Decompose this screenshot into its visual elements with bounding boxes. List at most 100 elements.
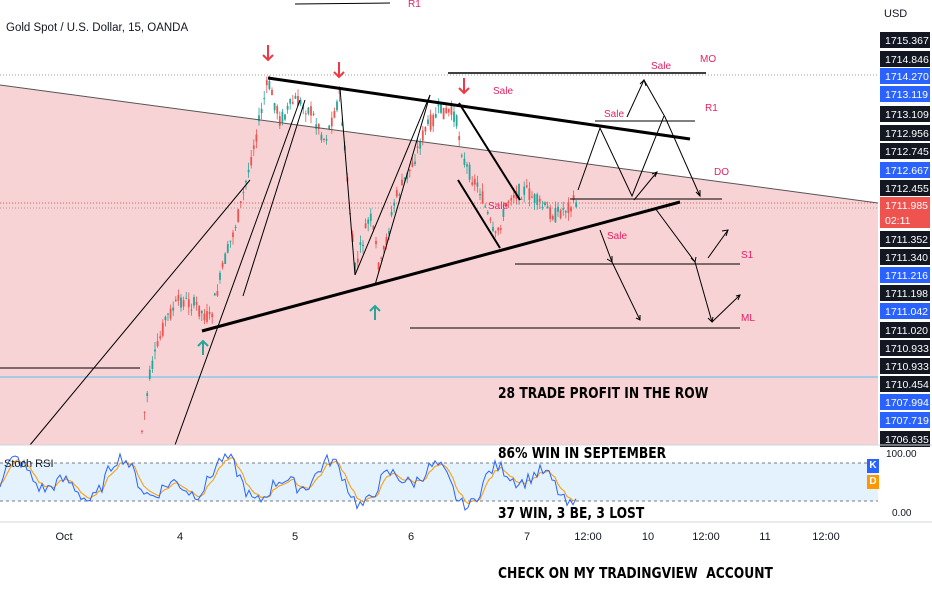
candle-body — [440, 102, 442, 113]
price-tag — [880, 376, 930, 392]
price-tag-label: 1710.454 — [885, 379, 929, 391]
candle-body — [260, 108, 263, 113]
price-tag-label: 1711.198 — [885, 288, 928, 300]
candle-body — [421, 130, 424, 141]
time-label: 7 — [524, 531, 530, 543]
price-tag-label: 1714.846 — [885, 54, 929, 66]
chart-canvas[interactable]: R1 MO R1 DO S1 ML Sale Sale Sale Sale Sale 1715.36… — [0, 0, 932, 550]
candle-body — [265, 80, 268, 86]
price-tag — [880, 106, 930, 122]
candle-body — [481, 191, 484, 204]
candle-body — [427, 119, 429, 125]
price-tag — [880, 322, 930, 338]
stoch-k-line — [0, 452, 577, 511]
price-tag-label: 1712.667 — [885, 165, 929, 177]
price-tag-label: 1713.119 — [885, 89, 928, 101]
candle-body — [458, 136, 461, 141]
candle-body — [377, 262, 380, 270]
support-trendline — [201, 200, 681, 333]
candle-body — [185, 297, 188, 299]
candle-body — [362, 244, 364, 247]
stoch-d-line — [0, 457, 577, 505]
time-label: 10 — [642, 531, 654, 543]
candle-body — [484, 206, 487, 208]
candle-body — [284, 114, 286, 120]
candle-body — [193, 297, 195, 306]
inner-line-1 — [458, 102, 521, 201]
time-label: 12:00 — [812, 531, 840, 543]
candle-body — [455, 115, 458, 127]
candle-body — [281, 111, 284, 123]
resistance-zone — [0, 85, 878, 445]
candle-body — [237, 209, 240, 223]
candle-body — [252, 145, 255, 149]
candle-body — [523, 186, 526, 195]
price-tag-label: 1710.933 — [885, 361, 929, 373]
price-tag — [880, 231, 930, 247]
price-tag-label: 1714.270 — [885, 71, 929, 83]
price-tag-label: 1707.719 — [885, 415, 929, 427]
candle-body — [541, 206, 544, 208]
candle-body — [317, 124, 320, 129]
candle-body — [538, 198, 541, 202]
candle-body — [510, 198, 513, 201]
candle-body — [419, 141, 422, 149]
candle-body — [203, 313, 206, 321]
sale-label: Sale — [607, 231, 627, 242]
price-tag-label: 1715.367 — [885, 35, 929, 47]
candle-body — [497, 227, 500, 231]
candle-body — [575, 202, 578, 207]
annotation-line-2: 86% WIN IN SEPTEMBER — [498, 444, 667, 462]
price-tag — [880, 32, 930, 48]
candle-body — [211, 313, 214, 318]
buy-arrows — [197, 304, 381, 355]
stoch-k-badge: K — [867, 459, 879, 473]
candle-body — [310, 106, 312, 116]
candle-body — [559, 210, 562, 218]
candle-body — [468, 164, 471, 180]
price-tag — [880, 180, 930, 196]
level-label: ML — [741, 313, 755, 324]
candle-body — [424, 126, 427, 132]
inner-line-2 — [457, 179, 501, 249]
candle-body — [499, 228, 502, 230]
level-label: R1 — [705, 103, 718, 114]
candle-body — [536, 194, 539, 205]
candle-body — [479, 193, 481, 196]
candle-body — [445, 107, 448, 114]
candle-body — [172, 307, 175, 311]
annotation-line-4: CHECK ON MY TRADINGVIEW ACCOUNT — [498, 564, 773, 582]
candle-body — [323, 138, 325, 140]
stoch-d-badge: D — [867, 475, 879, 489]
candle-body — [570, 207, 572, 212]
candle-body — [351, 234, 354, 242]
candle-body — [169, 308, 172, 319]
time-label: 5 — [292, 531, 298, 543]
candle-body — [564, 210, 567, 213]
candle-body — [375, 240, 377, 245]
candle-body — [221, 262, 224, 268]
candle-body — [299, 100, 302, 105]
time-label: 12:00 — [692, 531, 720, 543]
price-scale[interactable]: 1715.367 1714.846 1714.270 1713.119 1713.109… — [880, 32, 930, 447]
candle-body — [533, 194, 536, 204]
candle-body — [325, 139, 328, 141]
top-partial-line — [294, 2, 391, 5]
price-tag — [880, 68, 930, 84]
candle-body — [289, 98, 292, 104]
candle-body — [531, 196, 533, 198]
candle-body — [551, 216, 554, 220]
candle-body — [328, 125, 331, 130]
time-axis[interactable]: Oct 4 5 6 7 12:00 10 12:00 11 12:00 — [55, 531, 839, 543]
candle-body — [505, 202, 507, 207]
candle-body — [226, 244, 229, 253]
candle-body — [393, 202, 396, 206]
channel-line-a — [29, 179, 251, 446]
price-tag — [880, 267, 930, 283]
chart-title: Gold Spot / U.S. Dollar, 15, OANDA — [6, 22, 189, 34]
candle-body — [206, 311, 208, 322]
candle-body — [195, 302, 198, 305]
price-tag-label: 1711.985 — [885, 200, 928, 212]
candle-body — [562, 208, 565, 210]
candle-body — [528, 188, 531, 200]
